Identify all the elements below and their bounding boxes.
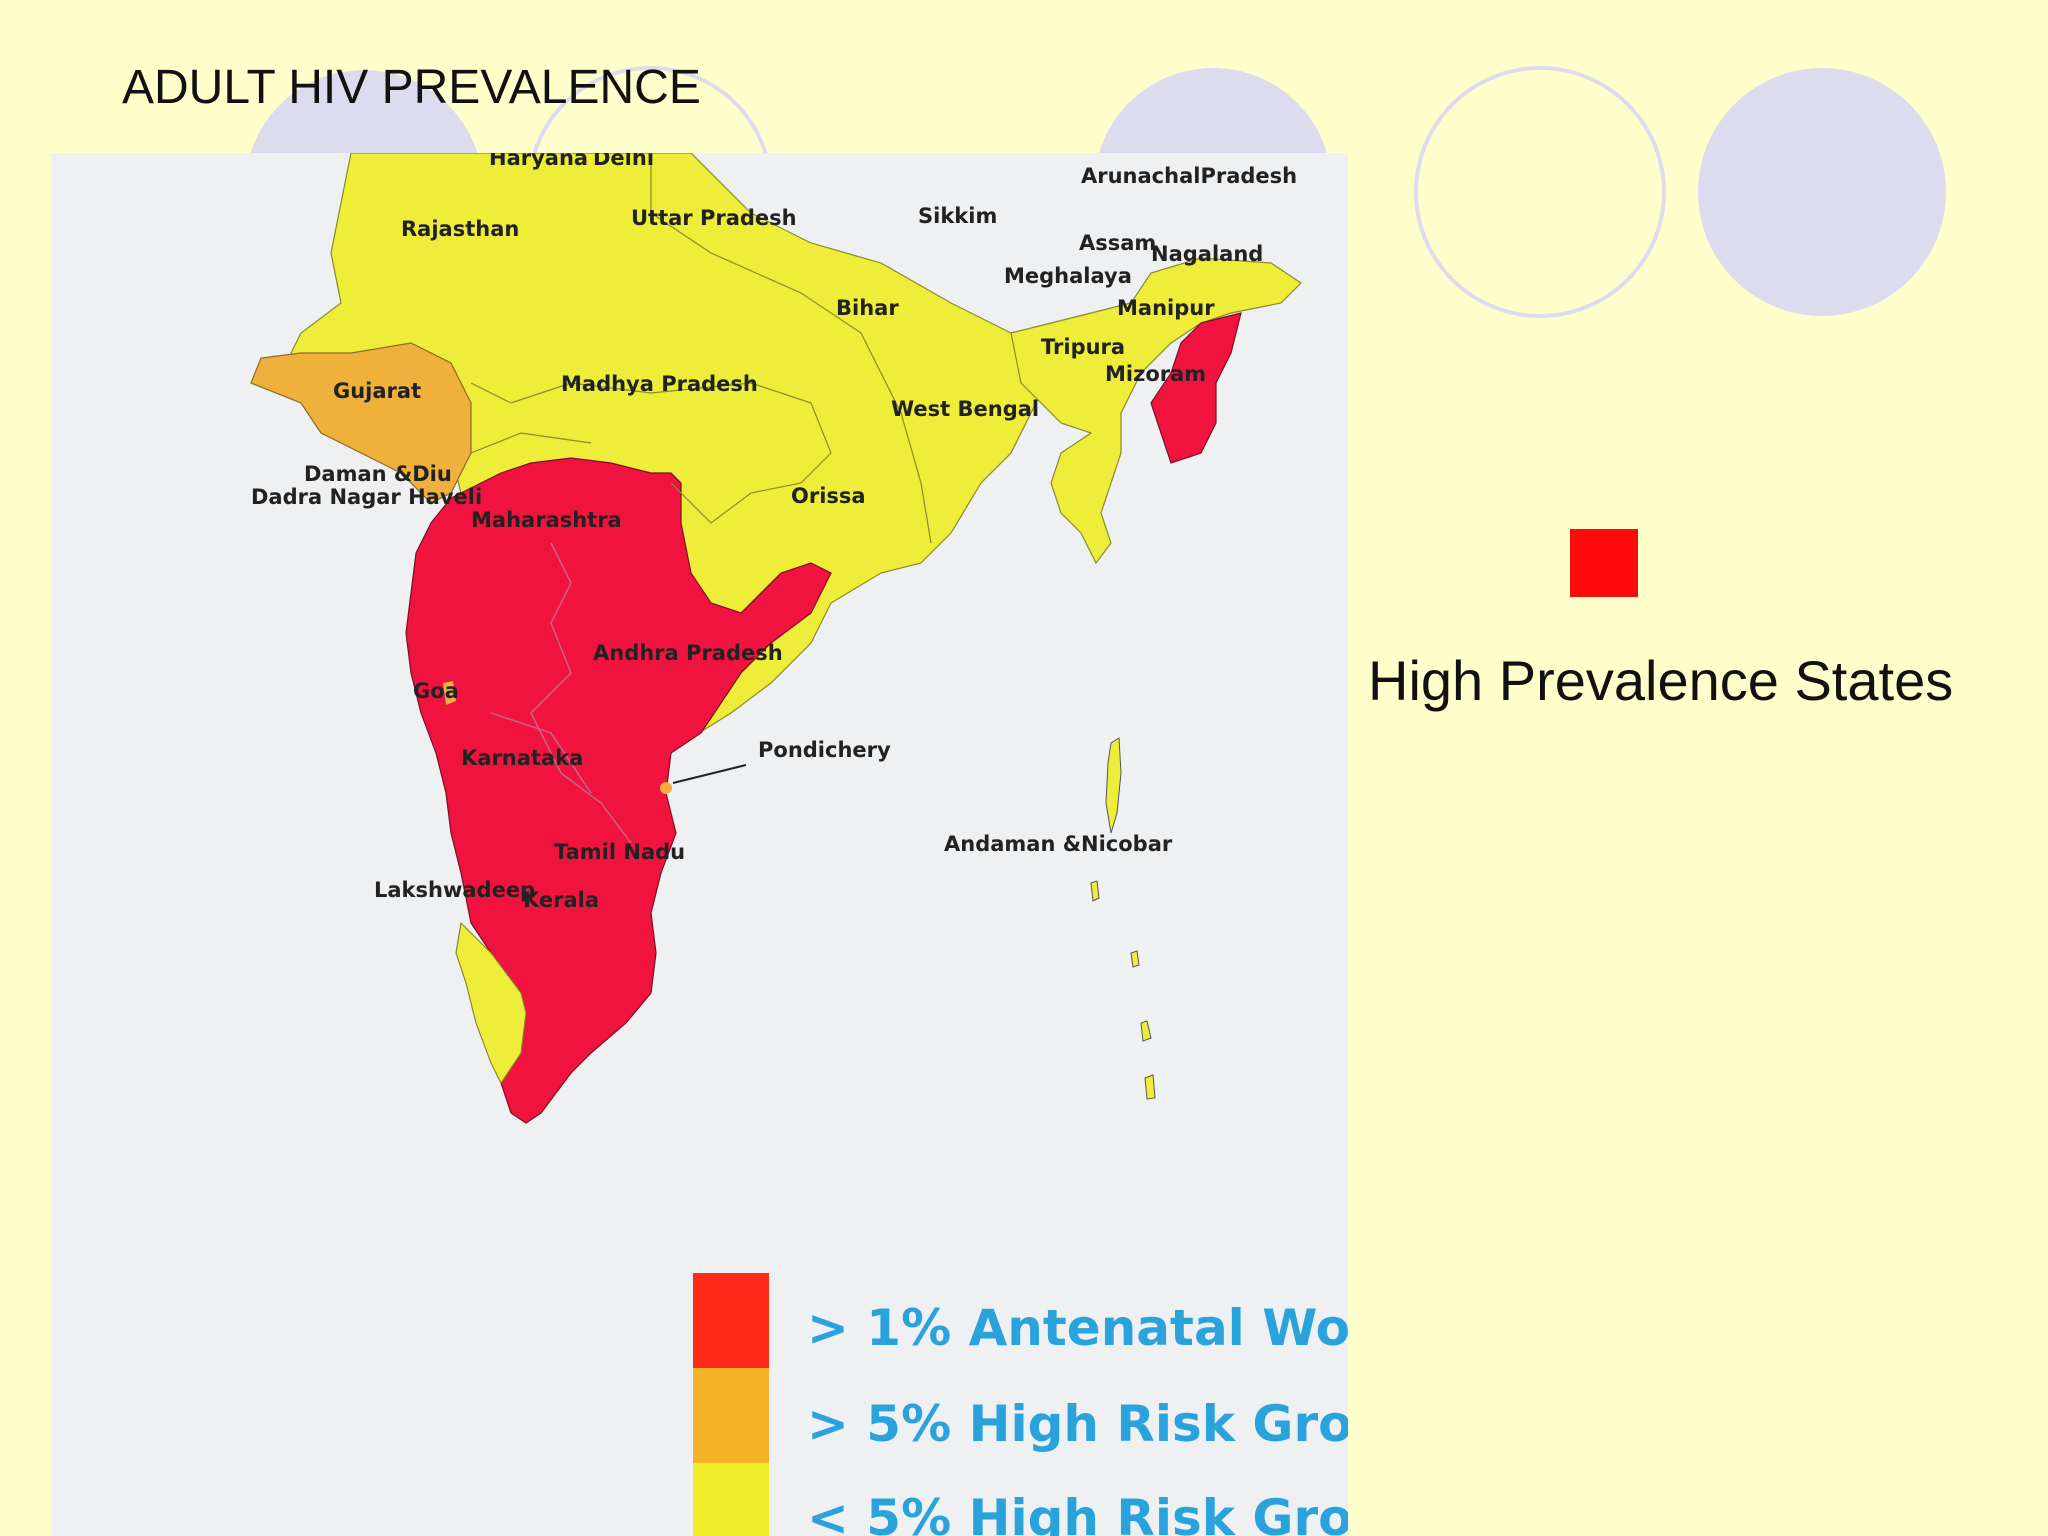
region-kerala [455,921,527,1085]
label-arunachal-pradesh: ArunachalPradesh [1081,164,1297,188]
decorative-circle [1698,68,1946,316]
label-madhya-pradesh: Madhya Pradesh [561,372,758,396]
label-goa: Goa [413,679,459,703]
label-tripura: Tripura [1041,335,1125,359]
label-tamil-nadu: Tamil Nadu [554,840,685,864]
label-dadra-nagar-haveli: Dadra Nagar Haveli [251,485,482,509]
legend-label-high-risk-below: < 5% High Risk Group [807,1489,1348,1536]
label-rajasthan: Rajasthan [401,217,519,241]
state-borders-south [490,542,632,844]
legend-label-high-risk-above: > 5% High Risk Group [807,1395,1348,1453]
region-northeast-low [1010,257,1302,565]
label-karnataka: Karnataka [461,746,583,770]
legend-swatch-high-risk-below [693,1463,769,1536]
label-nagaland: Nagaland [1151,242,1263,266]
label-pondichery: Pondichery [758,738,891,762]
region-nagaland-manipur [1150,312,1242,464]
label-kerala: Kerala [523,888,599,912]
label-maharashtra: Maharashtra [471,508,622,532]
label-bihar: Bihar [836,296,899,320]
legend-label-antenatal: > 1% Antenatal Women [807,1299,1348,1357]
high-prevalence-swatch [1570,529,1638,597]
region-andaman [1105,737,1122,834]
map-legend: > 1% Antenatal Women > 5% High Risk Grou… [693,1273,1348,1536]
region-gujarat [250,342,472,504]
label-meghalaya: Meghalaya [1004,264,1132,288]
label-andaman-nicobar: Andaman &Nicobar [944,832,1173,856]
region-pondichery [660,782,672,794]
decorative-circle [1414,66,1666,318]
label-mizoram: Mizoram [1105,362,1206,386]
label-daman-diu: Daman &Diu [304,462,452,486]
legend-swatch-high-risk-above [693,1368,769,1463]
label-delhi: Delhi [593,153,654,170]
region-high-prevalence-south [405,457,832,1124]
india-hiv-map: Haryana Delhi Rajasthan Uttar Pradesh Bi… [51,153,1348,1536]
label-gujarat: Gujarat [333,379,421,403]
state-borders [470,153,932,544]
region-goa [443,681,456,705]
legend-swatch-antenatal [693,1273,769,1368]
pondichery-pointer [672,764,747,784]
label-manipur: Manipur [1117,296,1215,320]
label-west-bengal: West Bengal [891,397,1039,421]
label-andhra-pradesh: Andhra Pradesh [593,641,783,665]
label-lakshwadeep: Lakshwadeep [374,878,535,902]
high-prevalence-label: High Prevalence States [1368,649,1954,712]
label-sikkim: Sikkim [918,204,997,228]
label-assam: Assam [1079,231,1156,255]
region-labels: Haryana Delhi Rajasthan Uttar Pradesh Bi… [251,153,1297,912]
label-uttar-pradesh: Uttar Pradesh [631,206,797,230]
region-nicobar [1090,880,1156,1100]
slide-title: ADULT HIV PREVALENCE [122,61,701,114]
label-orissa: Orissa [791,484,866,508]
label-haryana: Haryana [489,153,588,170]
map-svg: Haryana Delhi Rajasthan Uttar Pradesh Bi… [250,153,1348,1536]
